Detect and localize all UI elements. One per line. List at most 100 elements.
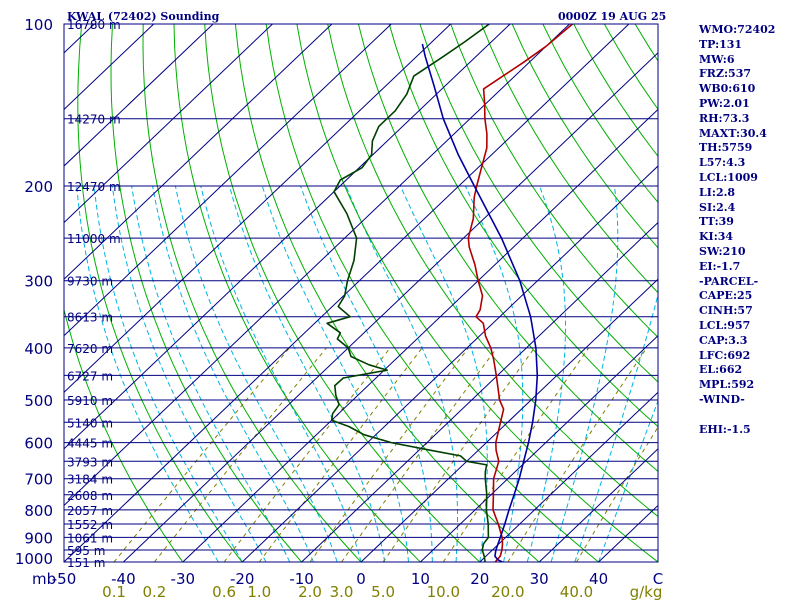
isotherm-line xyxy=(64,24,511,450)
index-item: EL:662 xyxy=(699,363,743,377)
background-lines xyxy=(64,24,800,562)
isotherm-line xyxy=(123,52,658,562)
index-item: CAP:3.3 xyxy=(699,333,748,347)
height-label: 8613 m xyxy=(67,311,113,325)
station-title: KWAL (72402) Sounding xyxy=(67,10,220,23)
temperature-tick-label: -40 xyxy=(111,570,136,588)
height-label: 9730 m xyxy=(67,275,113,289)
height-label: 16780 m xyxy=(67,18,121,32)
mixing-ratio-label: 0.2 xyxy=(142,583,166,600)
mixing-ratio-line xyxy=(223,347,391,562)
height-label: 3793 m xyxy=(67,455,113,469)
moist-adiabat xyxy=(131,185,291,562)
moist-adiabat xyxy=(228,185,386,562)
index-item: WMO:72402 xyxy=(699,23,776,36)
height-label: 7620 m xyxy=(67,342,113,356)
index-item: SW:210 xyxy=(699,244,746,258)
moist-adiabat xyxy=(598,399,658,562)
mixing-ratio-label: 0.1 xyxy=(102,583,126,600)
temperature-tick-label: -50 xyxy=(52,570,77,588)
height-label: 1552 m xyxy=(67,518,113,532)
index-item: TH:5759 xyxy=(699,141,753,155)
moist-adiabat xyxy=(550,185,619,562)
isotherm-line xyxy=(538,448,658,562)
height-label: 6727 m xyxy=(67,369,113,383)
pressure-tick-label: 700 xyxy=(24,471,53,489)
index-item: RH:73.3 xyxy=(699,111,750,125)
sounding-timestamp: 0000Z 19 AUG 25 xyxy=(558,10,666,23)
moist-adiabat xyxy=(152,185,314,562)
mixing-ratio-label: g/kg xyxy=(630,583,663,600)
moist-adiabat xyxy=(261,185,409,562)
height-label: 2608 m xyxy=(67,489,113,503)
index-item: -PARCEL- xyxy=(699,274,759,288)
moist-adiabat xyxy=(464,185,524,562)
pressure-tick-label: 100 xyxy=(24,16,53,34)
index-item xyxy=(699,408,775,423)
index-item: CAPE:25 xyxy=(699,289,753,303)
index-item: MPL:592 xyxy=(699,378,755,392)
dry-adiabat xyxy=(789,24,800,562)
isotherm-line xyxy=(64,24,452,393)
index-item: LCL:957 xyxy=(699,318,751,332)
pressure-tick-label: 500 xyxy=(24,392,53,410)
height-label: 2057 m xyxy=(67,504,113,518)
temperature-tick-label: 0 xyxy=(356,570,366,588)
isotherm-line xyxy=(182,108,658,562)
index-item: MAXT:30.4 xyxy=(699,126,767,140)
isotherm-line xyxy=(64,24,273,224)
moist-adiabat xyxy=(574,293,658,562)
temperature-tick-label: -10 xyxy=(289,570,314,588)
parcel-curve xyxy=(421,43,539,562)
mixing-ratio-line xyxy=(113,347,290,562)
pressure-tick-label: 300 xyxy=(24,273,53,291)
index-item: EHI:-1.5 xyxy=(699,422,751,436)
mixing-ratio-label: 3.0 xyxy=(330,583,354,600)
plot-frame xyxy=(63,23,659,563)
height-label: 12470 m xyxy=(67,180,121,194)
height-label: 5140 m xyxy=(67,416,113,430)
height-label: 595 m xyxy=(67,544,105,558)
height-label: 4445 m xyxy=(67,437,113,451)
isotherm-line xyxy=(301,221,658,562)
index-item: L57:4.3 xyxy=(699,156,746,170)
isotherm-line xyxy=(64,24,333,280)
index-item: LCL:1009 xyxy=(699,170,758,184)
index-item: WB0:610 xyxy=(699,82,756,96)
isotherm-line xyxy=(420,335,658,562)
index-item: PW:2.01 xyxy=(699,96,750,110)
dry-adiabat xyxy=(142,24,362,562)
pressure-tick-label: 400 xyxy=(24,340,53,358)
isotherm-line xyxy=(64,24,214,167)
height-label: 3184 m xyxy=(67,473,113,487)
temperature-tick-label: C xyxy=(653,570,663,588)
pressure-tick-label: 900 xyxy=(24,529,53,547)
mixing-ratio-line xyxy=(507,347,648,562)
height-label: 11000 m xyxy=(67,232,121,246)
pressure-unit-label: mb xyxy=(32,570,56,588)
sounding-curves xyxy=(326,24,574,562)
index-item: MW:6 xyxy=(699,52,735,66)
temperature-tick-label: 30 xyxy=(530,570,549,588)
index-item: FRZ:537 xyxy=(699,67,752,81)
indices-list: WMO:72402 TP:131 MW:6 FRZ:537 WB0:610 PW:2.01… xyxy=(699,23,775,437)
index-item: SI:2.4 xyxy=(699,200,736,214)
mixing-ratio-label: 1.0 xyxy=(247,583,271,600)
temperature-tick-label: 20 xyxy=(470,570,489,588)
temperature-tick-label: 10 xyxy=(411,570,430,588)
mixing-ratio-line xyxy=(576,426,658,562)
temperature-curve xyxy=(467,24,574,562)
index-item: -WIND- xyxy=(699,392,745,406)
pressure-tick-label: 800 xyxy=(24,502,53,520)
temperature-tick-label: 40 xyxy=(589,570,608,588)
index-item: KI:34 xyxy=(699,230,734,244)
index-item: CINH:57 xyxy=(699,304,753,318)
dewpoint-curve xyxy=(326,24,490,562)
isotherm-line xyxy=(479,391,658,562)
index-item: TP:131 xyxy=(699,37,743,51)
index-item: EI:-1.7 xyxy=(699,259,741,273)
moist-adiabat xyxy=(399,185,488,562)
mixing-ratio-label: 0.6 xyxy=(212,583,236,600)
